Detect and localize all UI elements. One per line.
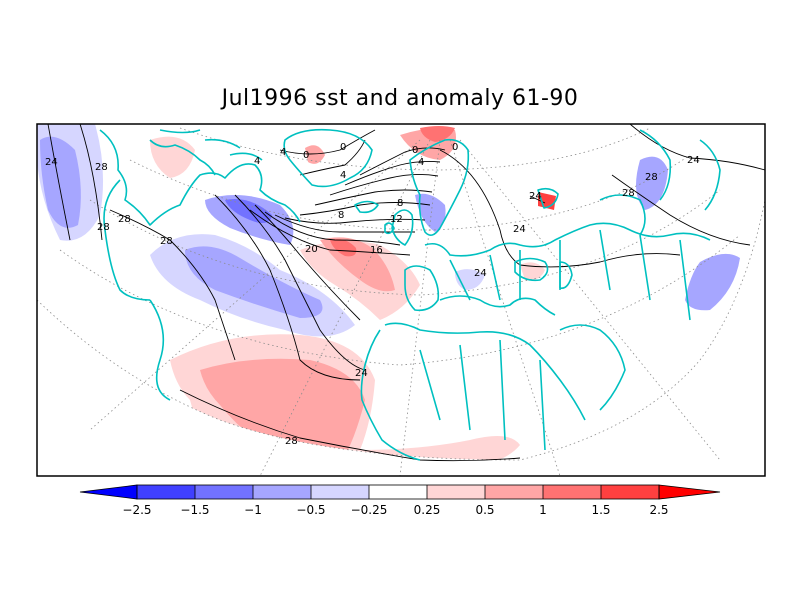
colorbar-box xyxy=(427,485,485,499)
contour-label: 28 xyxy=(118,214,131,225)
contour-labels: 24 28 28 28 0 0 4 4 8 12 16 20 24 28 24 … xyxy=(45,142,700,447)
colorbar-box xyxy=(369,485,427,499)
colorbar-box xyxy=(137,485,195,499)
map-title: Jul1996 sst and anomaly 61-90 xyxy=(221,86,579,111)
colorbar-tick: 1.5 xyxy=(591,503,610,517)
contour-label: 28 xyxy=(95,162,108,173)
contour-label: 24 xyxy=(355,368,368,379)
contour-label: 20 xyxy=(305,244,318,255)
contour-label: 4 xyxy=(280,147,286,158)
contour-label: 24 xyxy=(474,268,487,279)
colorbar-box xyxy=(195,485,253,499)
contour-label: 24 xyxy=(529,191,542,202)
colorbar-box xyxy=(543,485,601,499)
anomaly-shading xyxy=(37,124,740,476)
contour-label: 28 xyxy=(160,236,173,247)
graticule xyxy=(37,127,765,476)
colorbar-tick: 0.25 xyxy=(414,503,441,517)
colorbar-tick: 0.5 xyxy=(475,503,494,517)
colorbar-box xyxy=(311,485,369,499)
anomaly-patch-northatlantic-warm-light xyxy=(300,241,420,320)
contour-label: 24 xyxy=(45,157,58,168)
contour-label: 28 xyxy=(285,436,298,447)
contour-label: 4 xyxy=(254,156,260,167)
colorbar-tick: −0.25 xyxy=(351,503,388,517)
contour-label: 4 xyxy=(340,170,346,181)
contour-label: 8 xyxy=(338,210,344,221)
colorbar-tick: 2.5 xyxy=(649,503,668,517)
anomaly-patch-greenland-warm xyxy=(305,145,325,164)
anomaly-patch-east-cold xyxy=(685,253,740,311)
colorbar-tick: −1 xyxy=(244,503,262,517)
contour-label: 28 xyxy=(645,172,658,183)
colorbar-tick: −1.5 xyxy=(180,503,209,517)
colorbar: −2.5 −1.5 −1 −0.5 −0.25 0.25 0.5 1 1.5 2… xyxy=(79,484,721,517)
colorbar-box xyxy=(601,485,659,499)
map-domain-mask xyxy=(37,200,765,476)
contour-label: 8 xyxy=(397,198,403,209)
contour-label: 0 xyxy=(452,142,458,153)
anomaly-patch-west-cold xyxy=(40,136,81,228)
colorbar-arrow-min xyxy=(80,485,137,499)
colorbar-box xyxy=(253,485,311,499)
anomaly-patch-subtropic-warm xyxy=(200,358,365,466)
colorbar-arrow-max xyxy=(659,485,720,499)
contour-label: 12 xyxy=(390,214,403,225)
anomaly-patch-pacific-cold xyxy=(636,156,668,210)
contour-label: 4 xyxy=(418,157,424,168)
colorbar-box xyxy=(485,485,543,499)
colorbar-tick: 1 xyxy=(539,503,547,517)
anomaly-patch-northatlantic-core xyxy=(330,239,357,257)
coastlines xyxy=(99,128,721,461)
contour-label: 16 xyxy=(370,245,383,256)
colorbar-tick: −2.5 xyxy=(122,503,151,517)
anomaly-patch-atlantic-cold xyxy=(185,246,323,318)
map-frame xyxy=(36,123,766,477)
sst-contours xyxy=(47,124,765,462)
anomaly-patch-baltic-cold xyxy=(415,193,446,232)
contour-label: 0 xyxy=(303,150,309,161)
contour-label: 0 xyxy=(340,142,346,153)
colorbar-tick: −0.5 xyxy=(296,503,325,517)
contour-label: 24 xyxy=(687,155,700,166)
anomaly-patch-barents-core xyxy=(420,126,455,142)
contour-label: 24 xyxy=(513,224,526,235)
contour-label: 28 xyxy=(622,188,635,199)
contour-label: 0 xyxy=(412,145,418,156)
contour-label: 28 xyxy=(97,222,110,233)
